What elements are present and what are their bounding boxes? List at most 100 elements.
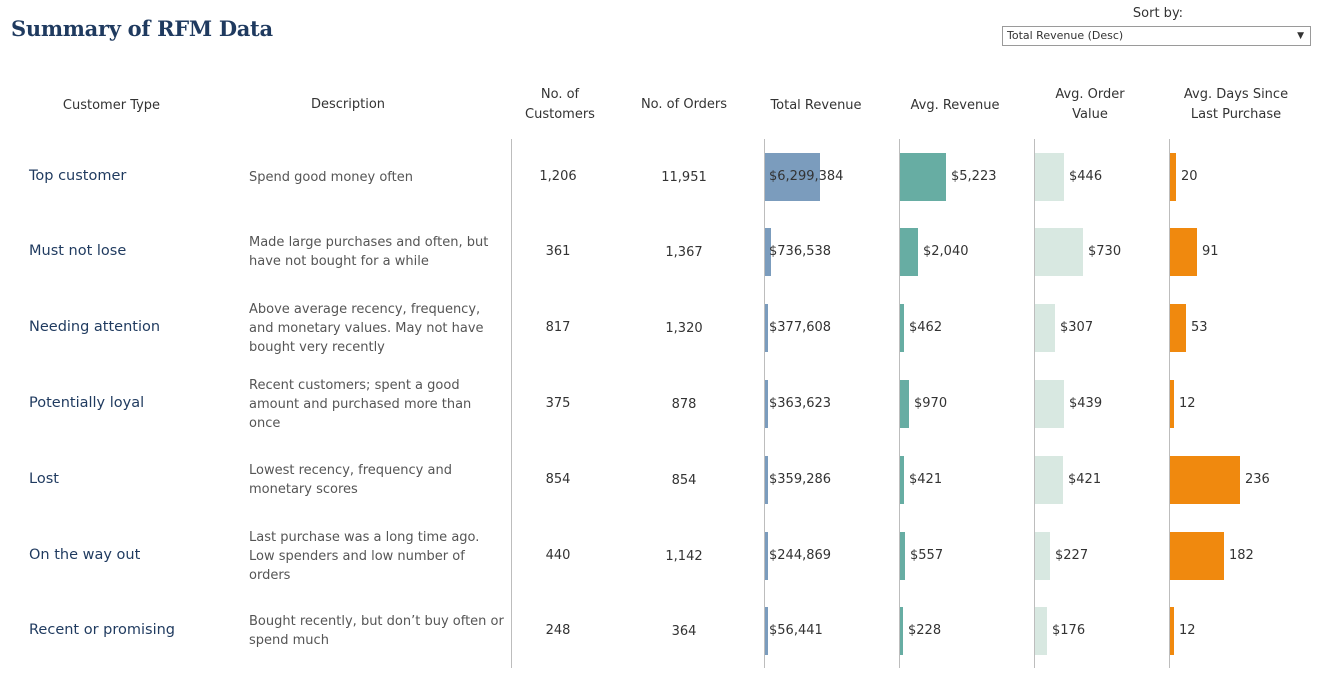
- orders-value-5: 1,142: [665, 549, 703, 564]
- avg-order-value-bar-2: [1035, 304, 1055, 352]
- axis-line-avg-days: [1169, 139, 1170, 668]
- total-revenue-label-4: $359,286: [769, 472, 832, 487]
- avg-days-bar-6: [1170, 607, 1174, 655]
- axis-line-customers: [511, 139, 512, 668]
- avg-revenue-bar-1: [900, 228, 918, 276]
- avg-revenue-bar-0: [900, 153, 946, 201]
- header-customer-type: Customer Type: [62, 98, 161, 113]
- orders-value-4: 854: [671, 473, 697, 488]
- avg-order-value-label-1: $730: [1088, 244, 1122, 259]
- header-description: Description: [310, 97, 386, 112]
- avg-order-value-label-4: $421: [1068, 472, 1102, 487]
- header-avg-days-label: Avg. Days Since Last Purchase: [1183, 87, 1289, 122]
- total-revenue-bar-4: [765, 456, 768, 504]
- orders-value-2: 1,320: [665, 321, 703, 336]
- customers-value-5: 440: [545, 548, 571, 563]
- header-total-revenue: Total Revenue: [770, 98, 862, 113]
- avg-revenue-label-4: $421: [909, 472, 943, 487]
- orders-value-1: 1,367: [665, 245, 703, 260]
- total-revenue-label-3: $363,623: [769, 396, 832, 411]
- avg-days-label-3: 12: [1179, 396, 1196, 411]
- avg-revenue-bar-4: [900, 456, 904, 504]
- axis-line-total-revenue: [764, 139, 765, 668]
- avg-days-label-1: 91: [1202, 244, 1219, 259]
- avg-order-value-bar-0: [1035, 153, 1064, 201]
- avg-days-bar-5: [1170, 532, 1224, 580]
- customers-value-1: 361: [545, 244, 571, 259]
- avg-days-bar-4: [1170, 456, 1240, 504]
- avg-days-bar-1: [1170, 228, 1197, 276]
- description-0: Spend good money often: [249, 169, 413, 185]
- sort-dropdown[interactable]: Total Revenue (Desc) ▼: [1002, 26, 1311, 46]
- avg-order-value-label-3: $439: [1069, 396, 1103, 411]
- header-customers-label: No. of Customers: [525, 87, 595, 122]
- total-revenue-bar-6: [765, 607, 768, 655]
- description-2: Above average recency, frequency, and mo…: [249, 301, 484, 355]
- header-avg-days: Avg. Days Since Last Purchase: [1166, 85, 1306, 125]
- avg-revenue-bar-5: [900, 532, 905, 580]
- avg-order-value-label-0: $446: [1069, 169, 1103, 184]
- header-avg-revenue: Avg. Revenue: [910, 98, 1000, 113]
- avg-days-label-4: 236: [1245, 472, 1270, 487]
- avg-days-label-2: 53: [1191, 320, 1208, 335]
- avg-order-value-bar-6: [1035, 607, 1047, 655]
- avg-revenue-label-2: $462: [909, 320, 943, 335]
- avg-days-bar-2: [1170, 304, 1186, 352]
- avg-order-value-label-6: $176: [1052, 623, 1086, 638]
- avg-days-label-6: 12: [1179, 623, 1196, 638]
- total-revenue-label-6: $56,441: [769, 623, 823, 638]
- avg-order-value-label-5: $227: [1055, 548, 1089, 563]
- avg-revenue-bar-2: [900, 304, 904, 352]
- header-avg-order-value-label: Avg. Order Value: [1055, 87, 1125, 122]
- total-revenue-label-2: $377,608: [769, 320, 832, 335]
- chevron-down-icon[interactable]: ▼: [1297, 31, 1304, 41]
- total-revenue-bar-2: [765, 304, 768, 352]
- customers-value-0: 1,206: [539, 169, 577, 184]
- avg-days-label-5: 182: [1229, 548, 1254, 563]
- avg-revenue-label-3: $970: [914, 396, 948, 411]
- total-revenue-label-1: $736,538: [769, 244, 832, 259]
- avg-days-bar-3: [1170, 380, 1174, 428]
- customer-type-1: Must not lose: [29, 243, 127, 259]
- customers-value-2: 817: [545, 320, 571, 335]
- avg-revenue-bar-6: [900, 607, 903, 655]
- customers-value-4: 854: [545, 472, 571, 487]
- avg-order-value-bar-5: [1035, 532, 1050, 580]
- total-revenue-label-0: $6,299,384: [769, 169, 844, 184]
- avg-revenue-label-0: $5,223: [951, 169, 997, 184]
- customer-type-5: On the way out: [29, 547, 141, 563]
- header-customers: No. of Customers: [510, 85, 610, 125]
- total-revenue-label-5: $244,869: [769, 548, 832, 563]
- customer-type-6: Recent or promising: [29, 622, 176, 638]
- customer-type-3: Potentially loyal: [29, 395, 145, 411]
- customer-type-2: Needing attention: [29, 319, 161, 335]
- orders-value-3: 878: [671, 397, 697, 412]
- description-6: Bought recently, but don’t buy often or …: [249, 614, 504, 648]
- customer-type-4: Lost: [29, 471, 59, 487]
- avg-order-value-bar-3: [1035, 380, 1064, 428]
- description-3: Recent customers; spent a good amount an…: [249, 377, 472, 431]
- sort-label: Sort by:: [1132, 6, 1184, 21]
- axis-line-avg-order-value: [1034, 139, 1035, 668]
- avg-revenue-label-1: $2,040: [923, 244, 969, 259]
- avg-order-value-bar-4: [1035, 456, 1063, 504]
- total-revenue-bar-5: [765, 532, 768, 580]
- description-4: Lowest recency, frequency and monetary s…: [249, 463, 452, 497]
- avg-revenue-bar-3: [900, 380, 909, 428]
- description-5: Last purchase was a long time ago. Low s…: [249, 529, 480, 583]
- header-orders: No. of Orders: [640, 97, 728, 112]
- avg-revenue-label-5: $557: [910, 548, 944, 563]
- customers-value-6: 248: [545, 623, 571, 638]
- orders-value-6: 364: [671, 624, 697, 639]
- avg-revenue-label-6: $228: [908, 623, 942, 638]
- total-revenue-bar-0: [765, 153, 820, 201]
- header-avg-order-value: Avg. Order Value: [1035, 85, 1145, 125]
- description-1: Made large purchases and often, but have…: [249, 235, 489, 269]
- sort-value: Total Revenue (Desc): [1007, 29, 1124, 42]
- avg-days-bar-0: [1170, 153, 1176, 201]
- axis-line-avg-revenue: [899, 139, 900, 668]
- customer-type-0: Top customer: [29, 168, 127, 184]
- page-title: Summary of RFM Data: [11, 16, 273, 41]
- avg-days-label-0: 20: [1181, 169, 1198, 184]
- customers-value-3: 375: [545, 396, 571, 411]
